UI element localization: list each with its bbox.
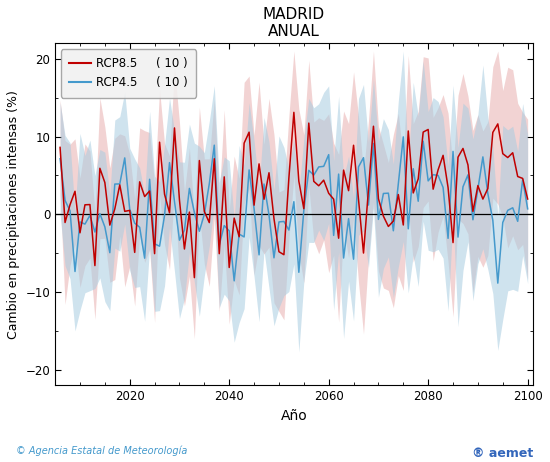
Text: © Agencia Estatal de Meteorología: © Agencia Estatal de Meteorología (16, 446, 188, 456)
Y-axis label: Cambio en precipitaciones intensas (%): Cambio en precipitaciones intensas (%) (7, 90, 20, 339)
Title: MADRID
ANUAL: MADRID ANUAL (263, 7, 325, 39)
Text: ® aemet: ® aemet (472, 447, 534, 460)
Legend: RCP8.5     ( 10 ), RCP4.5     ( 10 ): RCP8.5 ( 10 ), RCP4.5 ( 10 ) (61, 49, 196, 97)
X-axis label: Año: Año (280, 409, 307, 423)
